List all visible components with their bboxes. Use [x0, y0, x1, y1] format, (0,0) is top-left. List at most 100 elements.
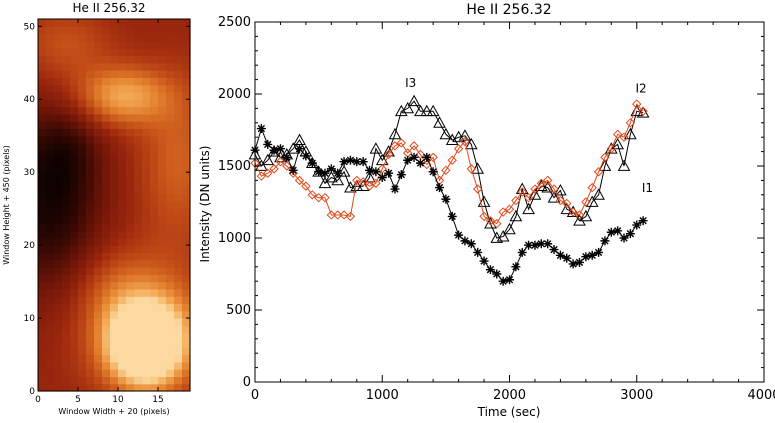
heatmap-cell	[38, 332, 47, 341]
heatmap-cell	[118, 318, 127, 326]
heatmap-cell	[110, 194, 119, 202]
diamond-marker	[492, 218, 502, 229]
heatmap-cell	[174, 201, 183, 210]
heatmap-cell	[78, 339, 87, 348]
heatmap-cell	[174, 325, 183, 334]
heatmap-cell	[70, 62, 79, 71]
heatmap-title: He II 256.32	[72, 1, 145, 15]
heatmap-cell	[166, 310, 175, 319]
heatmap-cell	[38, 310, 47, 319]
heatmap-cell	[110, 230, 119, 239]
heatmap-cell	[62, 215, 71, 224]
heatmap-cell	[126, 150, 135, 159]
heatmap-cell	[166, 230, 175, 239]
heatmap-cell	[38, 376, 47, 385]
heatmap-cell	[158, 208, 167, 217]
heatmap-cell	[150, 172, 159, 181]
heatmap-cell	[166, 164, 175, 173]
asterisk-marker	[275, 144, 285, 154]
heatmap-cell	[134, 223, 143, 232]
heatmap-cell	[102, 62, 111, 71]
heatmap-cell	[182, 383, 191, 392]
asterisk-marker	[263, 139, 273, 149]
heatmap-cell	[118, 70, 127, 78]
heatmap-cell	[94, 376, 103, 385]
heatmap-cell	[94, 223, 103, 232]
asterisk-marker	[460, 236, 470, 246]
heatmap-cell	[54, 179, 63, 188]
heatmap-cell	[102, 33, 111, 42]
heatmap-cell	[134, 318, 143, 326]
heatmap-cell	[70, 245, 79, 254]
heatmap-cell	[62, 259, 71, 268]
heatmap-cell	[150, 194, 159, 202]
heatmap-cell	[118, 296, 127, 305]
heatmap-cell	[126, 62, 135, 71]
heatmap-cell	[62, 143, 71, 151]
heatmap-y-tick-label: 10	[24, 314, 36, 324]
triangle-marker	[611, 137, 625, 150]
asterisk-marker	[256, 124, 266, 134]
heatmap-cell	[46, 99, 55, 108]
heatmap-cell	[46, 106, 55, 115]
heatmap-cell	[38, 369, 47, 378]
heatmap-cell	[166, 77, 175, 86]
heatmap-cell	[142, 318, 151, 326]
heatmap-cell	[94, 332, 103, 341]
heatmap-cell	[150, 347, 159, 356]
heatmap-cell	[54, 215, 63, 224]
heatmap-cell	[70, 215, 79, 224]
asterisk-marker	[466, 239, 476, 249]
heatmap-cell	[38, 172, 47, 181]
heatmap-cell	[134, 150, 143, 159]
heatmap-cell	[150, 113, 159, 122]
heatmap-cell	[94, 33, 103, 42]
heatmap-cell	[102, 26, 111, 35]
heatmap-cell	[118, 339, 127, 348]
heatmap-cell	[70, 281, 79, 290]
heatmap-cell	[54, 48, 63, 57]
heatmap-cell	[142, 55, 151, 64]
diamond-marker	[345, 211, 356, 222]
heatmap-cell	[110, 150, 119, 159]
heatmap-cell	[102, 84, 111, 93]
heatmap-cell	[126, 347, 135, 356]
heatmap-cell	[54, 77, 63, 86]
heatmap-cell	[118, 113, 127, 122]
heatmap-cell	[134, 274, 143, 283]
heatmap-cell	[142, 339, 151, 348]
heatmap-cell	[102, 186, 111, 195]
heatmap-cell	[142, 179, 151, 188]
triangle-marker	[573, 214, 586, 226]
heatmap-cell	[182, 106, 191, 115]
heatmap-cell	[86, 288, 95, 297]
diamond-marker	[282, 161, 292, 171]
asterisk-marker	[625, 229, 635, 239]
heatmap-cell	[158, 339, 167, 348]
heatmap-cell	[134, 369, 143, 378]
asterisk-marker	[549, 245, 559, 255]
triangle-marker	[445, 133, 459, 145]
heatmap-cell	[182, 91, 191, 100]
heatmap-cell	[86, 164, 95, 173]
heatmap-cell	[158, 215, 167, 224]
heatmap-cell	[94, 339, 103, 348]
heatmap-cell	[70, 99, 79, 108]
heatmap-cell	[102, 40, 111, 49]
heatmap-cell	[62, 339, 71, 348]
heatmap-cell	[62, 318, 71, 326]
heatmap-cell	[78, 33, 87, 42]
heatmap-cell	[46, 310, 55, 319]
heatmap-cell	[158, 26, 167, 35]
heatmap-cell	[182, 113, 191, 122]
heatmap-cell	[182, 99, 191, 108]
heatmap-cell	[158, 19, 167, 27]
triangle-marker	[522, 202, 535, 215]
heatmap-cell	[70, 310, 79, 319]
heatmap-cell	[70, 106, 79, 115]
heatmap-cell	[166, 303, 175, 312]
line-x-axis-label: Time (sec)	[477, 405, 541, 419]
heatmap-cell	[118, 259, 127, 268]
heatmap-cell	[70, 157, 79, 166]
heatmap-cell	[118, 55, 127, 64]
